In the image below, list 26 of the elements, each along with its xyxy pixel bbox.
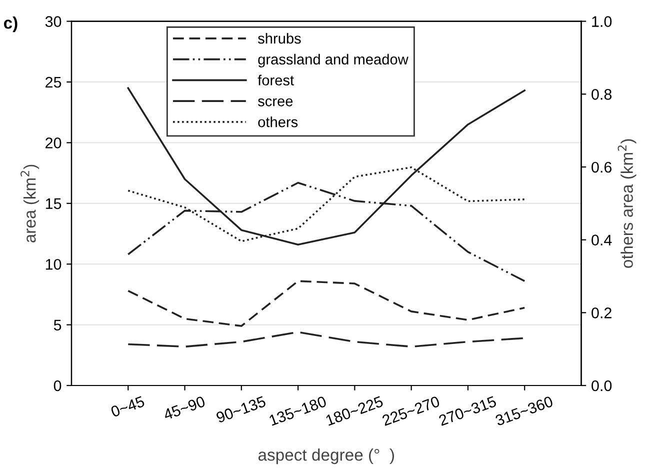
x-axis-title: aspect degree (° ) [258, 448, 394, 464]
legend-label: scree [258, 98, 293, 106]
y2-tick-label: 0.6 [592, 162, 612, 173]
legend-label: others [258, 116, 298, 128]
x-tick-label: 0~45 [110, 396, 146, 418]
y2-axis-title: others area (km$^{2}$) [618, 139, 636, 268]
y-tick-label: 10 [46, 258, 62, 270]
y-tick-label: 0 [54, 380, 62, 392]
legend-label: shrubs [258, 32, 301, 44]
y-axis-title: area (km$^{2}$) [20, 164, 40, 242]
y-tick-label: 15 [46, 198, 62, 210]
legend-label: forest [258, 74, 294, 86]
legend-label: grassland and meadow [258, 54, 408, 68]
y-tick-label: 5 [54, 320, 62, 330]
y2-tick-label: 1.0 [592, 16, 612, 27]
y2-tick-label: 0.4 [592, 234, 612, 246]
text: c) [4, 16, 18, 32]
line-series [127, 280, 526, 327]
y-tick-label: 25 [46, 76, 62, 88]
x-tick-label: 45~90 [162, 396, 206, 420]
y2-tick-label: 0.2 [592, 308, 612, 318]
y-tick-label: 30 [45, 16, 62, 27]
y2-tick-label: 0.0 [592, 380, 612, 392]
y2-tick-label: 0.8 [592, 88, 612, 100]
line-series [127, 331, 526, 348]
y-tick-label: 20 [46, 138, 62, 148]
